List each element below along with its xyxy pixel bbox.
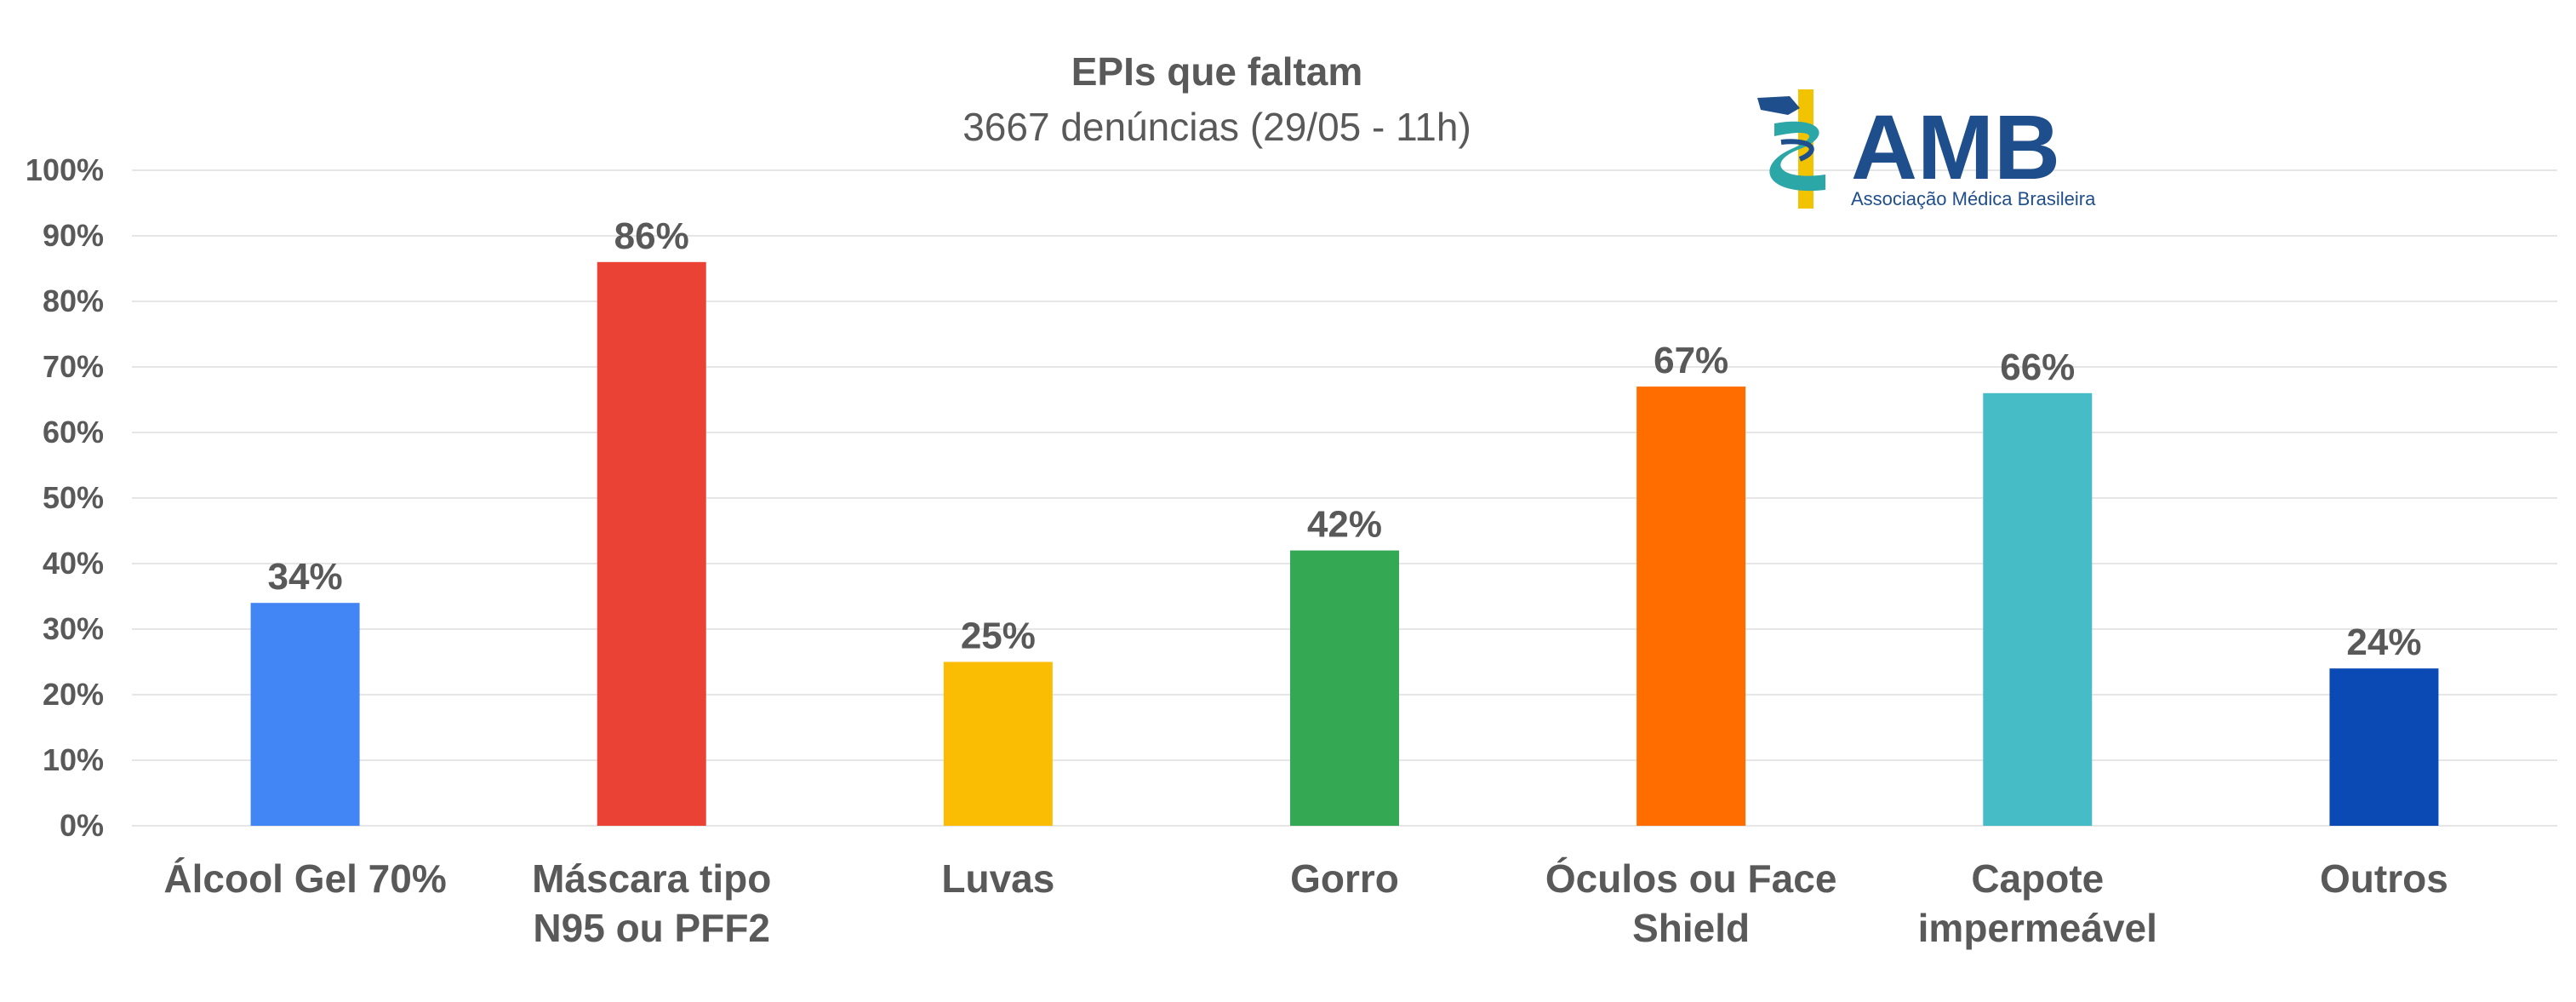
x-category-label-line: Álcool Gel 70% <box>163 856 446 901</box>
data-label: 86% <box>614 215 689 257</box>
y-tick-label: 60% <box>43 415 104 449</box>
bars <box>250 261 2439 827</box>
y-tick-label: 80% <box>43 283 104 318</box>
y-tick-label: 30% <box>43 611 104 646</box>
y-tick-label: 10% <box>43 742 104 777</box>
x-category-label: Capote impermeável <box>1918 856 2157 950</box>
x-category-label-line: Gorro <box>1290 856 1399 901</box>
x-category-label-line: Shield <box>1632 906 1750 950</box>
bar <box>1290 550 1399 826</box>
bar <box>2329 668 2439 826</box>
x-category-label: Máscara tipo N95 ou PFF2 <box>532 856 771 950</box>
x-category-label-line: Capote <box>1971 856 2104 901</box>
y-tick-label: 0% <box>60 808 104 843</box>
x-category-label-line: Máscara tipo <box>532 856 771 901</box>
amb-logo: AMB Associação Médica Brasileira <box>1757 89 2096 209</box>
data-label: 34% <box>268 556 343 598</box>
y-tick-label: 100% <box>26 152 104 187</box>
bar <box>943 661 1053 826</box>
logo-name: AMB <box>1851 95 2060 198</box>
y-tick-label: 20% <box>43 677 104 712</box>
data-labels: 34% 86% 25% 42% 67% 66% 24% <box>268 215 2422 663</box>
y-tick-label: 50% <box>43 480 104 515</box>
x-category-label-line: Luvas <box>941 856 1054 901</box>
bar <box>597 261 706 826</box>
x-category-label-line: N95 ou PFF2 <box>533 906 770 950</box>
caduceus-icon <box>1757 89 1825 209</box>
chart-subtitle: 3667 denúncias (29/05 - 11h) <box>962 105 1471 149</box>
data-label: 25% <box>961 616 1036 657</box>
bar <box>1636 386 1746 827</box>
x-category-label: Gorro <box>1290 856 1399 901</box>
y-tick-label: 70% <box>43 349 104 384</box>
x-category-label-line: Óculos ou Face <box>1545 856 1837 901</box>
x-category-label-line: Outros <box>2320 856 2448 901</box>
bar <box>1983 392 2093 826</box>
data-label: 66% <box>2000 346 2075 388</box>
x-category-label: Outros <box>2320 856 2448 901</box>
data-label: 42% <box>1307 504 1382 546</box>
x-category-label: Luvas <box>941 856 1054 901</box>
y-tick-label: 40% <box>43 546 104 581</box>
chart-title: EPIs que faltam <box>1071 49 1363 94</box>
x-category-label-line: impermeável <box>1918 906 2157 950</box>
y-axis-tick-labels: 0% 10% 20% 30% 40% 50% 60% 70% 80% 90% 100% <box>26 152 104 843</box>
x-axis-category-labels: Álcool Gel 70% Máscara tipo N95 ou PFF2 Luv… <box>163 856 2447 950</box>
x-category-label: Álcool Gel 70% <box>163 856 446 901</box>
bar <box>250 603 360 826</box>
y-tick-label: 90% <box>43 218 104 253</box>
data-label: 24% <box>2346 621 2421 663</box>
x-category-label: Óculos ou Face Shield <box>1545 856 1837 950</box>
data-label: 67% <box>1654 340 1728 381</box>
logo-subtitle: Associação Médica Brasileira <box>1851 188 2096 209</box>
